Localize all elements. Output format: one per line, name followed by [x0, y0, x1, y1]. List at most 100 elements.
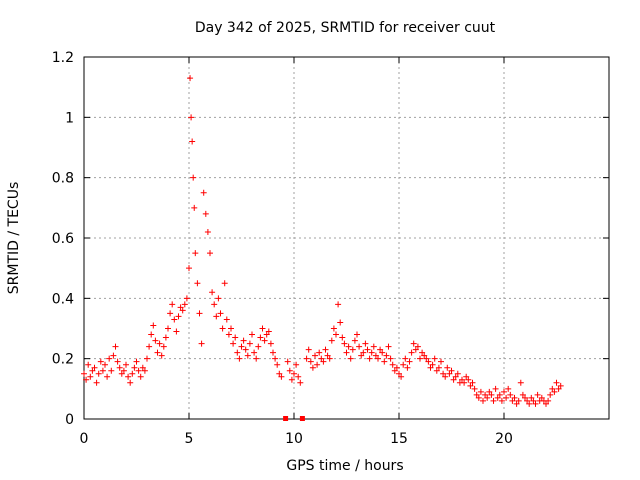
data-point: [438, 358, 444, 365]
x-tick-label: 10: [285, 431, 303, 447]
data-point: [171, 316, 178, 323]
data-point: [259, 325, 266, 332]
data-point: [366, 355, 373, 362]
data-point: [337, 319, 344, 326]
y-tick-label: 0.8: [52, 171, 74, 187]
data-point: [330, 325, 337, 332]
data-point: [387, 355, 394, 362]
data-point: [120, 367, 127, 374]
data-point: [288, 376, 295, 383]
gap-markers: [283, 416, 305, 421]
data-point: [545, 397, 552, 404]
data-point: [543, 400, 549, 407]
data-point: [188, 114, 195, 121]
data-point: [297, 379, 304, 386]
data-point: [530, 397, 537, 404]
data-point: [503, 394, 510, 401]
data-point: [116, 364, 123, 371]
data-point: [349, 346, 356, 353]
data-point: [557, 382, 564, 389]
data-point: [454, 370, 461, 377]
data-point: [368, 349, 375, 356]
data-point: [379, 349, 386, 356]
data-point: [173, 328, 180, 335]
data-point: [314, 361, 321, 368]
data-point: [194, 280, 201, 287]
data-point: [83, 376, 90, 383]
data-point: [139, 364, 146, 371]
data-point: [425, 358, 432, 365]
data-point: [534, 391, 541, 398]
data-point: [339, 334, 346, 341]
data-point: [316, 349, 323, 356]
data-point: [305, 346, 312, 353]
gap-marker: [283, 416, 289, 421]
data-point: [104, 373, 111, 380]
x-axis-title: GPS time / hours: [286, 458, 403, 474]
data-point: [372, 352, 379, 359]
data-point: [95, 370, 102, 377]
data-point: [469, 379, 476, 386]
data-point: [406, 358, 413, 365]
data-point: [179, 307, 186, 314]
data-point: [135, 367, 142, 374]
data-point: [127, 379, 134, 386]
data-point: [383, 352, 390, 359]
data-point: [435, 364, 442, 371]
data-point: [89, 367, 96, 374]
data-point: [519, 391, 526, 398]
data-point: [303, 355, 310, 362]
data-point: [225, 331, 232, 338]
data-point: [286, 367, 293, 374]
data-point: [189, 138, 196, 145]
data-point: [431, 355, 438, 362]
data-point: [150, 322, 157, 329]
data-point: [112, 343, 119, 350]
data-point: [102, 361, 108, 368]
data-point: [230, 340, 237, 347]
data-point: [169, 301, 176, 308]
data-point: [215, 295, 222, 302]
data-point: [244, 352, 251, 359]
data-point: [393, 364, 400, 371]
data-point: [141, 367, 148, 374]
data-point: [488, 391, 495, 398]
data-point: [450, 376, 457, 383]
data-point: [175, 313, 182, 320]
data-point: [165, 325, 171, 332]
data-point: [404, 364, 411, 371]
data-point: [517, 379, 524, 386]
data-point: [228, 325, 234, 332]
data-point: [423, 355, 430, 362]
data-point: [204, 228, 211, 235]
data-point: [553, 379, 560, 386]
data-point: [167, 310, 174, 317]
data-point: [253, 355, 260, 362]
data-point: [207, 250, 213, 257]
data-point: [152, 337, 159, 344]
data-point: [385, 343, 392, 350]
data-point: [440, 370, 447, 377]
x-tick-label: 15: [390, 431, 408, 447]
data-point: [532, 400, 539, 407]
data-point: [473, 391, 480, 398]
data-point: [377, 346, 384, 353]
data-point: [551, 388, 558, 395]
data-point: [461, 379, 468, 386]
data-point: [106, 355, 113, 362]
data-point: [110, 352, 117, 359]
data-point: [234, 349, 241, 356]
data-point: [270, 349, 276, 356]
data-point: [490, 397, 497, 404]
data-point: [427, 364, 434, 371]
data-point: [459, 376, 465, 383]
data-point: [522, 394, 528, 401]
data-point: [192, 250, 199, 257]
data-point: [129, 370, 136, 377]
data-point: [326, 355, 333, 362]
data-point: [272, 355, 279, 362]
data-point: [448, 367, 455, 374]
data-point: [364, 346, 371, 353]
data-point: [97, 358, 104, 365]
data-point: [85, 361, 92, 368]
